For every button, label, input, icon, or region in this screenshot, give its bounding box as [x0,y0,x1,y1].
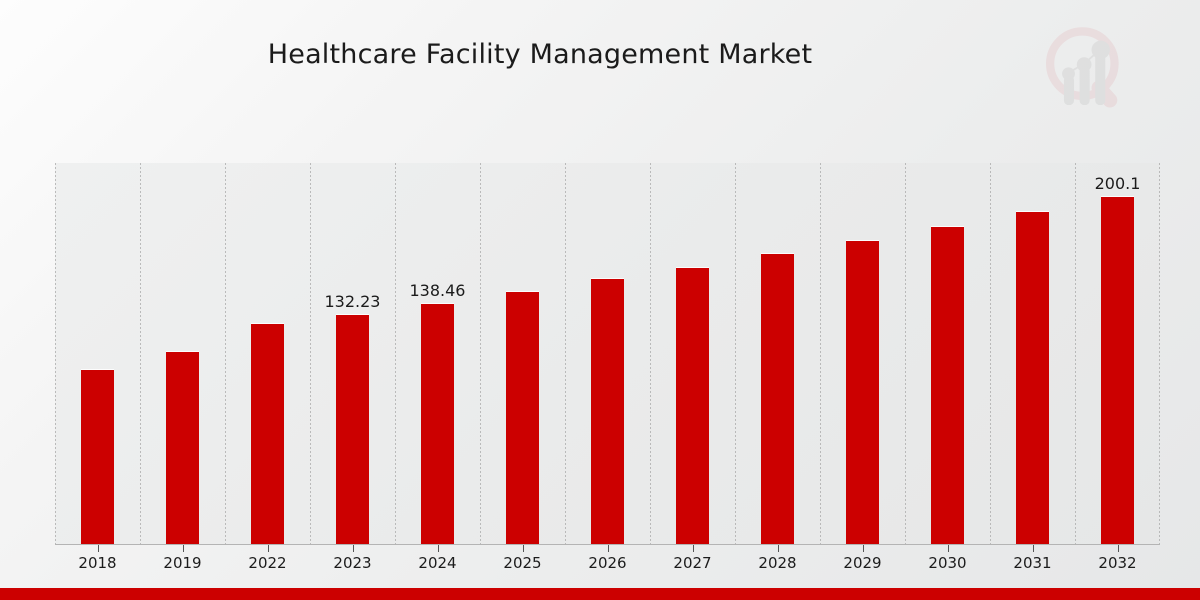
bar-slot[interactable]: 153.2 [565,163,650,544]
gridline [395,163,396,544]
brand-logo-watermark [1040,25,1132,117]
x-axis-label-2019: 2019 [163,554,202,572]
bar-2028[interactable] [761,253,794,544]
bar-2024[interactable] [421,304,454,544]
x-axis-labels: 2018 2019 2022 2023 2024 2025 2026 2027 2028 2029… [55,545,1160,572]
x-axis-tick [692,545,694,552]
x-axis-tick [862,545,864,552]
bar-2030[interactable] [931,226,964,544]
gridline [820,163,821,544]
bar-slot[interactable]: 183.2 [905,163,990,544]
bar-slot[interactable]: 200.1 [1075,163,1160,544]
x-axis-label-2032: 2032 [1098,554,1137,572]
gridline [225,163,226,544]
bar-2022[interactable] [251,323,284,544]
gridlines [55,163,1160,544]
bar-slot[interactable]: 167.6 [735,163,820,544]
bar-slot[interactable]: 145.7 [480,163,565,544]
bar-slot[interactable]: 159.6 [650,163,735,544]
x-axis-label-2024: 2024 [418,554,457,572]
bar-slot[interactable]: 132.23 [310,163,395,544]
gridline [990,163,991,544]
x-axis-tick [437,545,439,552]
x-axis-label-2029: 2029 [843,554,882,572]
bar-2023[interactable] [336,315,369,544]
x-axis-label-2031: 2031 [1013,554,1052,572]
page-title: Healthcare Facility Management Market [267,39,813,70]
gridline [1159,163,1160,544]
bar-chart-icon [1062,40,1110,106]
x-axis-label-2022: 2022 [248,554,287,572]
x-axis-tick [947,545,949,552]
bar-2019[interactable] [166,352,199,544]
bar-slot[interactable]: 138.46 [395,163,480,544]
x-axis-tick [352,545,354,552]
magnifier-icon [1045,27,1119,108]
x-axis-label-2025: 2025 [503,554,542,572]
gridline [55,163,56,544]
gridline [480,163,481,544]
chart-plot-area: 100.2110.6127.3 132.23 138.46 145.7153.2159… [55,163,1160,544]
x-axis-label-2027: 2027 [673,554,712,572]
x-axis-tick [97,545,99,552]
bar-2032[interactable] [1101,197,1134,544]
gridline [905,163,906,544]
x-axis-label-2018: 2018 [78,554,117,572]
bars-layer: 100.2110.6127.3 132.23 138.46 145.7153.2159… [55,163,1160,544]
bar-slot[interactable]: 100.2 [55,163,140,544]
footer-bar [0,588,1200,600]
bar-slot[interactable]: 127.3 [225,163,310,544]
x-axis-tick [522,545,524,552]
bar-2027[interactable] [676,267,709,544]
bar-slot[interactable]: 110.6 [140,163,225,544]
x-axis-label-2030: 2030 [928,554,967,572]
bar-value-label: 138.46 [409,281,466,301]
x-axis-label-2028: 2028 [758,554,797,572]
bar-2026[interactable] [591,278,624,544]
x-axis-label-2026: 2026 [588,554,627,572]
x-axis-tick [182,545,184,552]
gridline [650,163,651,544]
x-axis-tick [1032,545,1034,552]
bar-2018[interactable] [81,370,114,544]
gridline [565,163,566,544]
gridline [1075,163,1076,544]
bar-2029[interactable] [846,240,879,544]
bar-value-label: 132.23 [324,292,381,312]
bar-2025[interactable] [506,291,539,544]
x-axis-label-2023: 2023 [333,554,372,572]
gridline [140,163,141,544]
bar-2031[interactable] [1016,211,1049,544]
bar-value-label: 200.1 [1094,174,1141,194]
bar-slot[interactable]: 175.1 [820,163,905,544]
bar-slot[interactable]: 191.8 [990,163,1075,544]
x-axis-line [55,544,1160,545]
gridline [310,163,311,544]
x-axis-tick [267,545,269,552]
x-axis-tick [607,545,609,552]
x-axis-tick [1117,545,1119,552]
x-axis-tick [777,545,779,552]
gridline [735,163,736,544]
